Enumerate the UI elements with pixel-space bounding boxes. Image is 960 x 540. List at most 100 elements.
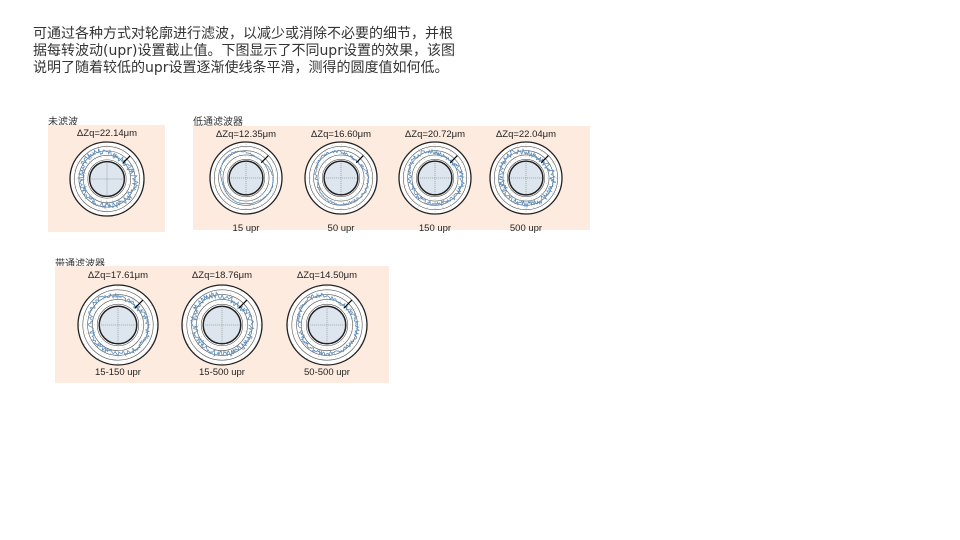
grid-ring	[309, 146, 373, 210]
upr-label: 500 upr	[509, 223, 543, 234]
unfiltered-panel: ΔZq=22.14μm	[48, 125, 165, 232]
grid-spoke	[202, 290, 213, 308]
upr-label: 150 upr	[418, 223, 452, 234]
delta-zq-value: ΔZq=12.35μm	[215, 129, 277, 140]
zq-indicator	[449, 155, 458, 164]
intro-text: 可通过各种方式对轮廓进行滤波，以减少或消除不必要的细节，并根 据每转波动(upr…	[33, 26, 493, 77]
upr-label: 15-500 upr	[199, 367, 245, 378]
roundness-chart: ΔZq=22.14μm	[49, 125, 166, 232]
delta-zq-value: ΔZq=18.76μm	[191, 270, 253, 281]
grid-spoke	[127, 342, 138, 360]
zq-indicator	[134, 299, 144, 309]
delta-zq-value: ΔZq=14.50μm	[296, 270, 358, 281]
polar-plot	[181, 284, 263, 366]
grid-spoke	[239, 305, 257, 316]
grid-spoke	[90, 297, 104, 311]
grid-spoke	[231, 342, 242, 360]
grid-spoke	[107, 287, 114, 306]
roundness-chart: ΔZq=18.76μm 15-500 upr	[170, 266, 274, 383]
profile-trace	[87, 292, 151, 357]
grid-ring	[411, 154, 459, 202]
grid-ring	[296, 294, 358, 356]
zq-indicator	[260, 155, 269, 164]
grid-ring	[301, 299, 353, 351]
grid-spoke	[135, 305, 153, 316]
lowpass-panel: ΔZq=12.35μm 15 upr ΔZq=16.60μm 50 upr ΔZq=20…	[193, 126, 590, 234]
grid-spoke	[127, 290, 138, 308]
grid-spoke	[331, 287, 338, 306]
grid-ring	[502, 154, 550, 202]
zq-indicator	[238, 299, 248, 309]
grid-spoke	[292, 334, 310, 345]
grid-ring	[214, 146, 278, 210]
delta-zq-value: ΔZq=20.72μm	[404, 129, 466, 140]
profile-trace	[76, 148, 139, 210]
grid-spoke	[80, 314, 99, 321]
polar-plot	[398, 141, 472, 215]
delta-zq-value: ΔZq=22.14μm	[76, 128, 138, 139]
grid-ring	[494, 146, 558, 210]
roundness-chart: ΔZq=20.72μm 150 upr	[387, 126, 483, 234]
lowpass-label: 低通滤波器	[193, 117, 243, 128]
intro-line: 说明了随着较低的upr设置逐渐使线条平滑，测得的圆度值如何低。	[33, 60, 449, 76]
profile-trace	[190, 291, 255, 357]
profile-trace	[497, 147, 557, 209]
grid-spoke	[336, 290, 347, 308]
grid-spoke	[226, 287, 233, 306]
polar-plot	[489, 141, 563, 215]
grid-spoke	[98, 342, 109, 360]
upr-label: 50-500 upr	[304, 367, 350, 378]
delta-zq-value: ΔZq=16.60μm	[310, 129, 372, 140]
grid-ring	[92, 299, 144, 351]
intro-line: 可通过各种方式对轮廓进行滤波，以减少或消除不必要的细节，并根	[33, 26, 453, 42]
roundness-chart: ΔZq=14.50μm 50-500 upr	[275, 266, 379, 383]
delta-zq-value: ΔZq=17.61μm	[87, 270, 149, 281]
polar-plot	[69, 141, 145, 217]
grid-spoke	[292, 305, 310, 316]
grid-spoke	[184, 329, 203, 336]
polar-plot	[304, 141, 378, 215]
zq-indicator	[540, 155, 549, 164]
grid-ring	[222, 154, 270, 202]
roundness-chart: ΔZq=22.04μm 500 upr	[478, 126, 574, 234]
zq-indicator	[355, 155, 364, 164]
bandpass-label: 带通滤波器	[55, 259, 105, 270]
polar-plot	[77, 284, 159, 366]
grid-ring	[196, 299, 248, 351]
grid-spoke	[289, 314, 308, 321]
grid-spoke	[299, 339, 313, 353]
grid-ring	[74, 146, 140, 212]
roundness-chart: ΔZq=17.61μm 15-150 upr	[66, 266, 170, 383]
profile-trace	[296, 292, 360, 357]
upr-label: 50 upr	[327, 223, 355, 234]
grid-spoke	[344, 334, 362, 345]
zq-indicator	[122, 155, 131, 164]
inner-disk	[88, 160, 126, 198]
grid-spoke	[98, 290, 109, 308]
grid-spoke	[344, 305, 362, 316]
grid-spoke	[187, 334, 205, 345]
unfiltered-label: 未滤波	[48, 117, 78, 128]
profile-trace	[219, 150, 274, 205]
grid-ring	[403, 146, 467, 210]
delta-zq-value: ΔZq=22.04μm	[495, 129, 557, 140]
zq-indicator	[343, 299, 353, 309]
grid-spoke	[90, 339, 104, 353]
polar-plot	[209, 141, 283, 215]
roundness-chart: ΔZq=16.60μm 50 upr	[293, 126, 389, 234]
grid-spoke	[194, 297, 208, 311]
grid-ring	[317, 154, 365, 202]
roundness-chart: ΔZq=12.35μm 15 upr	[198, 126, 294, 234]
polar-plot	[286, 284, 368, 366]
intro-line: 据每转波动(upr)设置截止值。下图显示了不同upr设置的效果，该图	[33, 43, 455, 59]
grid-ring	[83, 155, 131, 203]
bandpass-panel: ΔZq=17.61μm 15-150 upr ΔZq=18.76μm 15-500 u…	[55, 266, 389, 383]
grid-spoke	[289, 329, 308, 336]
grid-spoke	[122, 287, 129, 306]
grid-spoke	[307, 342, 318, 360]
profile-trace	[314, 149, 370, 206]
upr-label: 15-150 upr	[95, 367, 141, 378]
grid-spoke	[299, 297, 313, 311]
grid-spoke	[194, 339, 208, 353]
grid-spoke	[80, 329, 99, 336]
